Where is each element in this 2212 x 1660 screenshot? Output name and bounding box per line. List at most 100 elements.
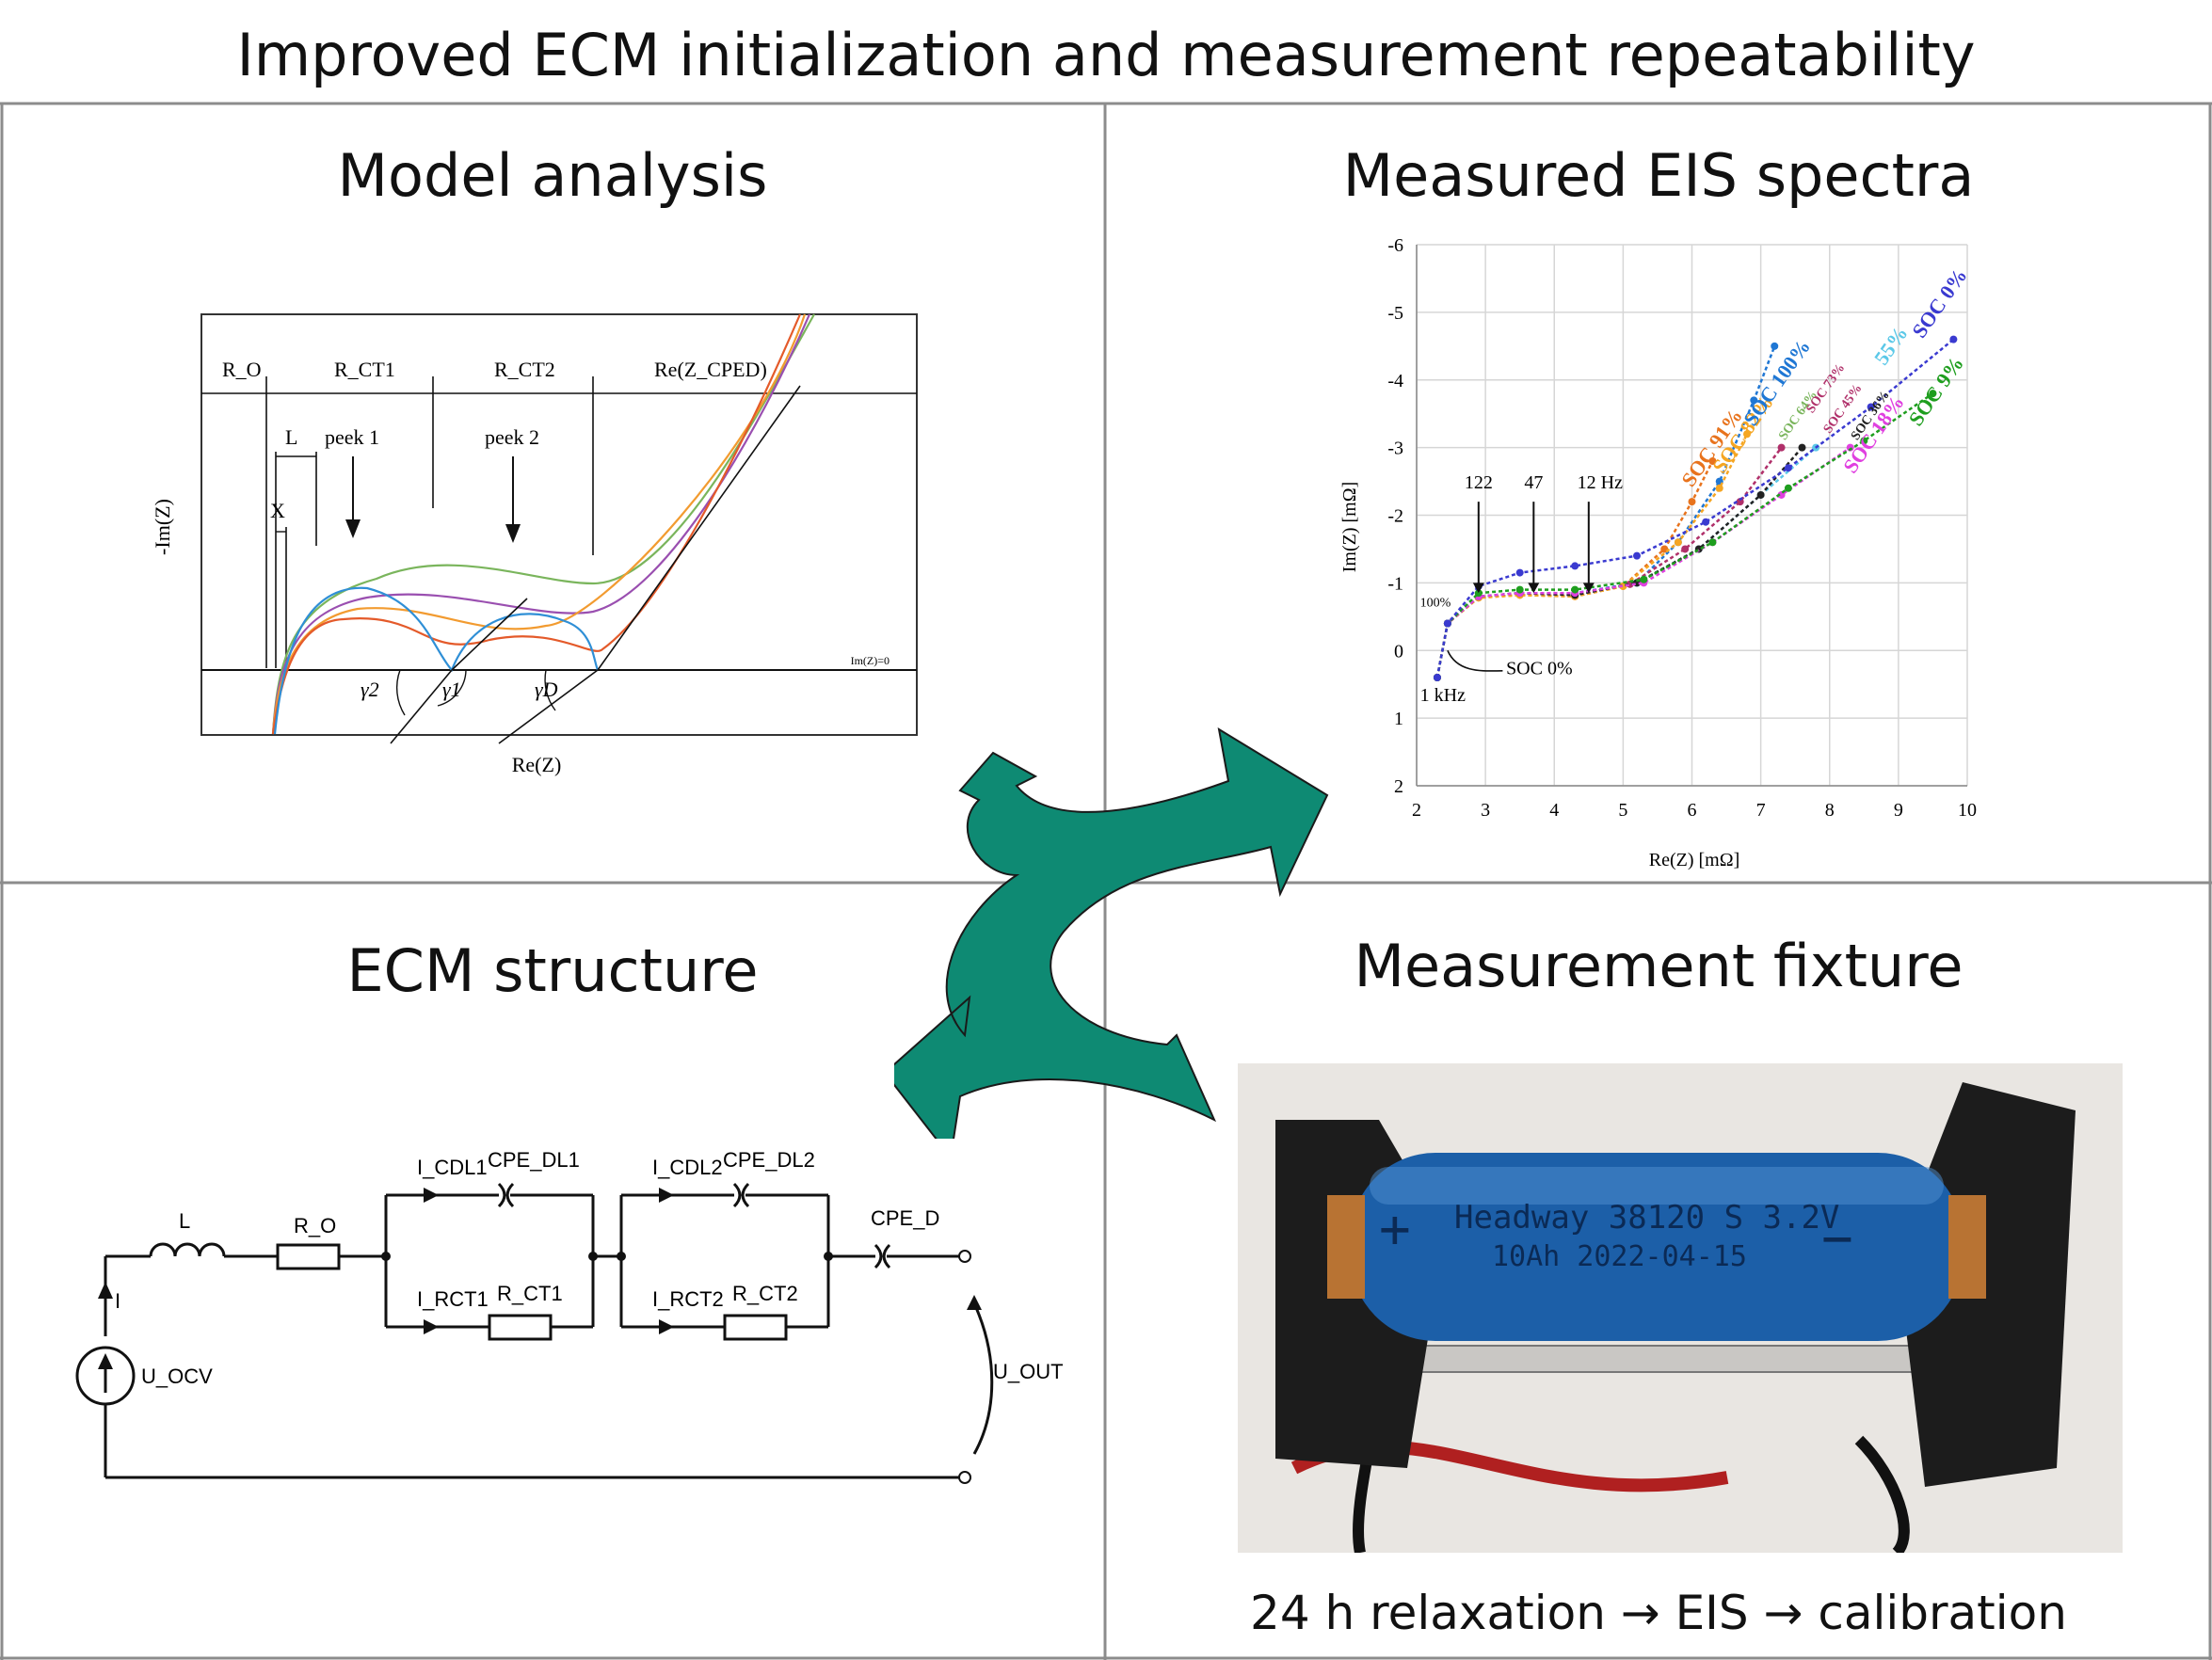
l-label: L <box>285 425 297 449</box>
eis-series <box>1433 335 1958 681</box>
x-tick-label: 4 <box>1549 800 1559 821</box>
cpedl1-label: CPE_DL1 <box>488 1148 580 1172</box>
gammaD-label: γD <box>535 678 558 701</box>
rezcped-label: Re(Z_CPED) <box>654 358 767 381</box>
peek1-label: peek 1 <box>325 425 379 449</box>
plot-frame <box>200 313 918 736</box>
page-title: Improved ECM initialization and measurem… <box>236 21 1976 89</box>
gamma2-label: γ2 <box>361 678 379 701</box>
irct2-label: I_RCT2 <box>652 1287 724 1311</box>
x-tick-label: 8 <box>1825 800 1835 821</box>
y-tick-label: -1 <box>1387 573 1403 594</box>
series-point <box>1681 545 1690 553</box>
series-point <box>1867 403 1875 411</box>
series-point <box>1860 437 1868 445</box>
series-point <box>1515 585 1524 594</box>
soc-label: SOC 9% <box>1903 352 1968 430</box>
x-tick-label: 10 <box>1958 800 1977 821</box>
series-point <box>1688 498 1696 506</box>
series-point <box>1771 342 1779 350</box>
ecm-circuit: L R_O I_CDL1 CPE_DL1 I_RCT1 R_CT1 I_CDL2… <box>75 1148 1064 1484</box>
current-label: I <box>115 1289 120 1313</box>
rct2-label: R_CT2 <box>494 358 555 381</box>
gamma1-label: γ1 <box>442 678 461 701</box>
fixture-photo: Headway 38120 S 3.2V 10Ah 2022-04-15 + − <box>1238 1063 2123 1553</box>
icdl2-label: I_CDL2 <box>652 1156 723 1179</box>
freq-label: 12 Hz <box>1578 472 1623 493</box>
ecm-l-label: L <box>179 1209 190 1233</box>
y-tick-label: 0 <box>1394 641 1403 662</box>
series-point <box>1515 568 1524 577</box>
ro-label: R_O <box>222 358 262 381</box>
soc-label: SOC 0% <box>1907 264 1972 343</box>
y-tick-label: 2 <box>1394 776 1403 797</box>
peek2-label: peek 2 <box>485 425 539 449</box>
impedance-curves <box>271 313 815 735</box>
rct1-label: R_CT1 <box>334 358 395 381</box>
soc0-annotation: SOC 0% <box>1506 658 1573 678</box>
terminal-left <box>1327 1195 1365 1299</box>
eis-tick-labels: 2 3 4 5 6 7 8 9 10 -6 -5 -4 -3 -2 -1 0 1 2 <box>1387 235 1977 821</box>
ecm-ro-label: R_O <box>294 1214 336 1237</box>
freq-label: 47 <box>1524 472 1543 493</box>
series-point <box>1443 619 1451 628</box>
x-label: X <box>270 499 285 522</box>
cped-label: CPE_D <box>871 1206 939 1230</box>
series-point <box>1571 562 1579 570</box>
series-point <box>1708 457 1717 465</box>
ecm-rct1-label: R_CT1 <box>497 1282 563 1305</box>
x-tick-label: 2 <box>1412 800 1421 821</box>
x-tick-label: 3 <box>1481 800 1490 821</box>
freq-arrowhead <box>1528 583 1540 594</box>
x-tick-label: 6 <box>1688 800 1697 821</box>
xlabel: Re(Z) <box>512 753 562 776</box>
imz0-label: Im(Z)=0 <box>851 654 890 667</box>
ecm-rct2-label: R_CT2 <box>732 1282 798 1305</box>
series-point <box>1715 484 1723 492</box>
circuit-wires <box>75 1182 994 1479</box>
cycle-arrow <box>894 726 1329 1139</box>
x-tick-label: 7 <box>1756 800 1766 821</box>
series-point <box>1640 575 1648 583</box>
series-point <box>1929 390 1937 398</box>
series-point <box>1736 498 1744 506</box>
soc-label: 55% <box>1869 322 1913 369</box>
model-analysis-diagram: Im(Z)=0 R_O R_CT1 R_CT2 Re(Z_CPED) L X p… <box>151 313 918 776</box>
series-line <box>1435 446 1817 678</box>
eis-chart: 2 3 4 5 6 7 8 9 10 -6 -5 -4 -3 -2 -1 0 1 2 Re(Z) [mΩ] Im(… <box>1339 235 1977 870</box>
series-point <box>1784 464 1792 472</box>
icdl1-label: I_CDL1 <box>417 1156 488 1179</box>
series-point <box>1743 430 1751 439</box>
series-point <box>1798 443 1806 452</box>
plus-icon: + <box>1379 1199 1411 1260</box>
series-point <box>1784 484 1792 492</box>
peek-arrows <box>352 456 514 532</box>
y-tick-label: -6 <box>1387 235 1403 256</box>
terminal-right <box>1948 1195 1986 1299</box>
series-point <box>1702 518 1710 526</box>
cpedl2-label: CPE_DL2 <box>723 1148 815 1172</box>
model-analysis-title: Model analysis <box>337 141 768 210</box>
irct1-label: I_RCT1 <box>417 1287 489 1311</box>
pct100-label: 100% <box>1420 597 1451 611</box>
soc0-arrow <box>1447 649 1503 672</box>
y-tick-label: 1 <box>1394 709 1403 729</box>
uocv-label: U_OCV <box>141 1365 213 1388</box>
freq-arrowhead <box>1472 583 1484 594</box>
series-point <box>1949 335 1958 343</box>
series-line <box>1435 446 1851 678</box>
series-point <box>1674 538 1682 547</box>
eis-ylabel: Im(Z) [mΩ] <box>1339 482 1360 573</box>
cell-text-1: Headway 38120 S 3.2V <box>1454 1199 1839 1237</box>
fixture-title: Measurement fixture <box>1354 932 1964 1000</box>
ylabel: -Im(Z) <box>151 499 174 555</box>
freq-label: 122 <box>1465 472 1493 493</box>
eis-xlabel: Re(Z) [mΩ] <box>1649 850 1740 870</box>
cell-text-2: 10Ah 2022-04-15 <box>1492 1240 1747 1273</box>
series-point <box>1777 443 1786 452</box>
y-tick-label: -3 <box>1387 439 1403 459</box>
y-tick-label: -2 <box>1387 506 1403 527</box>
series-line <box>1435 338 1955 678</box>
minus-icon: − <box>1821 1208 1853 1269</box>
